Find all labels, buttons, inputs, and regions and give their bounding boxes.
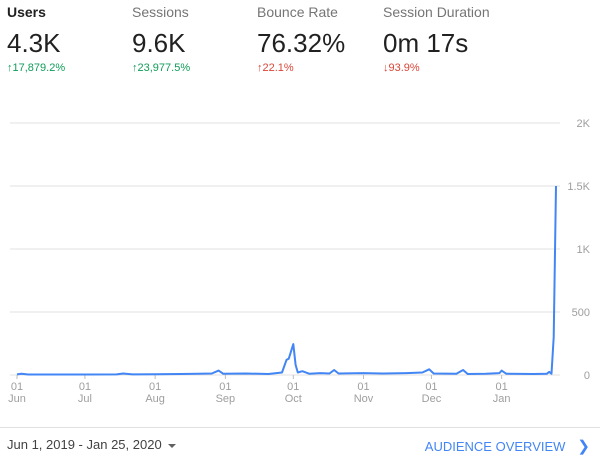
metric-label: Users (7, 4, 46, 20)
x-tick-day: 01 (357, 381, 369, 393)
arrow-down-icon: ↓ (383, 62, 389, 74)
x-tick-day: 01 (287, 381, 299, 393)
x-tick-month: Jan (493, 393, 511, 405)
metric-label: Sessions (132, 4, 189, 20)
metric-value: 4.3K (7, 28, 61, 58)
users-series-line (16, 185, 557, 376)
x-tick-day: 01 (219, 381, 231, 393)
y-tick-label: 500 (572, 307, 590, 319)
y-tick-label: 1.5K (567, 181, 590, 193)
footer: Jun 1, 2019 - Jan 25, 2020 AUDIENCE OVER… (0, 427, 600, 460)
metric-change: ↑23,977.5% (132, 62, 191, 74)
x-tick-day: 01 (79, 381, 91, 393)
x-tick-month: Sep (216, 393, 236, 405)
date-range-selector[interactable]: Jun 1, 2019 - Jan 25, 2020 (7, 437, 176, 452)
metric-change: ↑22.1% (257, 62, 294, 74)
audience-overview-link[interactable]: AUDIENCE OVERVIEW ❯ (424, 438, 590, 455)
caret-down-icon (167, 443, 176, 448)
metric-sessions[interactable]: Sessions 9.6K ↑23,977.5% (132, 4, 190, 74)
x-tick-month: Jul (78, 393, 92, 405)
metric-users[interactable]: Users 4.3K ↑17,879.2% (7, 4, 65, 74)
x-tick-day: 01 (425, 381, 437, 393)
metric-value: 76.32% (257, 28, 346, 58)
y-tick-label: 1K (577, 244, 591, 256)
y-tick-label: 0 (584, 370, 590, 382)
x-tick-month: Oct (285, 393, 302, 405)
metric-change: ↓93.9% (383, 62, 420, 74)
x-tick-month: Jun (8, 393, 26, 405)
x-tick-month: Nov (354, 393, 374, 405)
arrow-up-icon: ↑ (7, 62, 13, 74)
metric-session-duration[interactable]: Session Duration 0m 17s ↓93.9% (383, 4, 490, 74)
y-tick-label: 2K (577, 118, 591, 130)
arrow-up-icon: ↑ (132, 62, 138, 74)
x-tick-day: 01 (149, 381, 161, 393)
x-tick-month: Aug (145, 393, 165, 405)
x-tick-month: Dec (422, 393, 442, 405)
metric-label: Bounce Rate (257, 4, 338, 20)
metric-change: ↑17,879.2% (7, 62, 66, 74)
x-tick-day: 01 (496, 381, 508, 393)
metric-bounce-rate[interactable]: Bounce Rate 76.32% ↑22.1% (257, 4, 345, 74)
chevron-right-icon: ❯ (577, 438, 590, 455)
x-tick-day: 01 (11, 381, 23, 393)
metric-label: Session Duration (383, 4, 490, 20)
users-line-chart: 05001K1.5K2K01Jun01Jul01Aug01Sep01Oct01N… (8, 118, 591, 405)
metric-value: 0m 17s (383, 28, 469, 58)
metric-value: 9.6K (132, 28, 186, 58)
arrow-up-icon: ↑ (257, 62, 263, 74)
